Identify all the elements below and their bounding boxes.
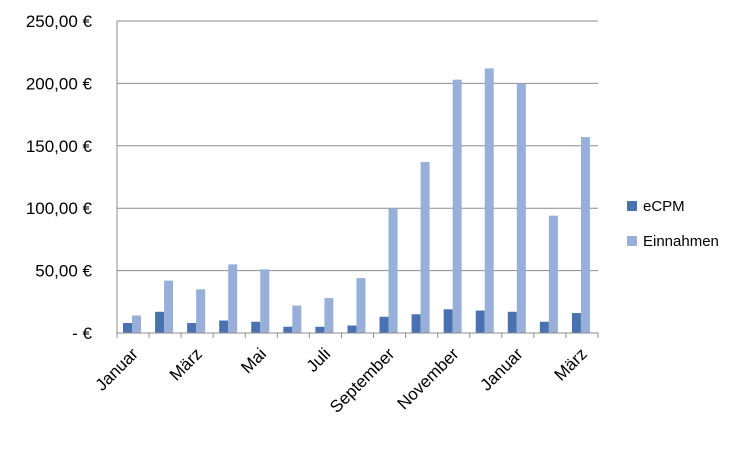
bar-einnahmen	[420, 162, 430, 333]
x-tick-label: September	[326, 344, 398, 416]
x-tick-label: Juli	[303, 344, 334, 375]
bar-ecpm	[187, 323, 197, 333]
bar-ecpm	[539, 321, 549, 333]
bar-ecpm	[283, 326, 293, 333]
bar-einnahmen	[516, 83, 526, 334]
legend-swatch-ecpm	[627, 201, 637, 211]
bar-einnahmen	[452, 79, 462, 333]
bar-ecpm	[251, 321, 261, 333]
axes	[116, 21, 599, 338]
bar-einnahmen	[292, 305, 302, 333]
bar-einnahmen	[580, 137, 590, 333]
bar-einnahmen	[164, 280, 174, 333]
bar-ecpm	[155, 311, 165, 333]
bar-ecpm	[507, 311, 517, 333]
bar-einnahmen	[388, 208, 398, 333]
bar-einnahmen	[356, 278, 366, 333]
bar-einnahmen	[260, 269, 270, 333]
y-tick-label: - €	[72, 324, 92, 343]
x-tick-label: März	[551, 344, 591, 384]
legend-swatch-einnahmen	[627, 236, 637, 246]
bar-einnahmen	[196, 289, 206, 333]
y-tick-label: 100,00 €	[26, 199, 93, 218]
bar-einnahmen	[132, 315, 141, 333]
x-tick-label: Januar	[92, 344, 142, 394]
y-tick-label: 50,00 €	[35, 262, 92, 281]
bar-ecpm	[411, 314, 421, 333]
x-tick-label: Januar	[476, 344, 526, 394]
gridlines	[117, 20, 598, 272]
bar-ecpm	[315, 326, 325, 333]
bar-ecpm	[571, 313, 581, 333]
bar-einnahmen	[324, 298, 334, 333]
bar-ecpm	[347, 325, 357, 333]
bars	[123, 68, 590, 334]
bar-einnahmen	[484, 68, 494, 333]
x-tick-label: Mai	[237, 344, 270, 377]
y-tick-labels: - € 50,00 € 100,00 € 150,00 € 200,00 € 250,00…	[26, 12, 93, 343]
bar-ecpm	[379, 316, 389, 333]
bar-ecpm	[443, 309, 453, 333]
bar-einnahmen	[548, 215, 558, 333]
bar-ecpm	[219, 320, 229, 333]
legend-label-ecpm: eCPM	[643, 198, 685, 215]
y-tick-label: 250,00 €	[26, 12, 93, 31]
y-tick-label: 150,00 €	[26, 137, 93, 156]
bar-ecpm	[475, 310, 485, 333]
legend-label-einnahmen: Einnahmen	[643, 233, 719, 250]
legend: eCPM Einnahmen	[627, 198, 719, 250]
x-tick-label: November	[394, 344, 463, 413]
y-tick-label: 200,00 €	[26, 74, 93, 93]
bar-einnahmen	[228, 264, 238, 333]
bar-ecpm	[123, 323, 132, 333]
x-tick-label: März	[166, 344, 206, 384]
